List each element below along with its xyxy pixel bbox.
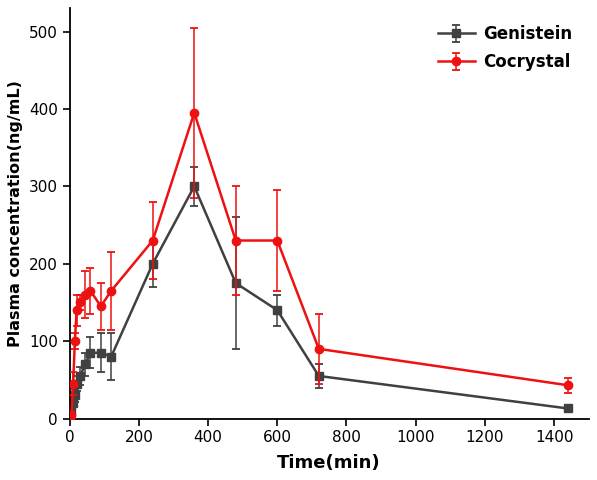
X-axis label: Time(min): Time(min) [278, 454, 381, 472]
Y-axis label: Plasma concentration(ng/mL): Plasma concentration(ng/mL) [8, 80, 23, 347]
Legend: Genistein, Cocrystal: Genistein, Cocrystal [430, 17, 580, 79]
